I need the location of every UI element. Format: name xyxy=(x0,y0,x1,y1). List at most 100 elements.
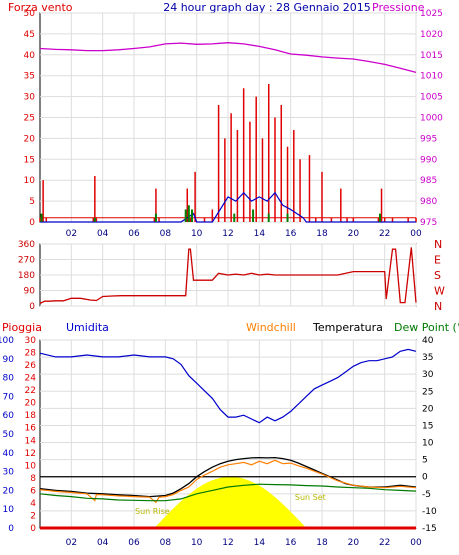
rain-y-tick: 12 xyxy=(25,449,36,459)
wind-x-tick: 18 xyxy=(316,229,328,239)
rain-y-tick: 18 xyxy=(25,411,37,421)
temp-y-tick: 20 xyxy=(422,404,434,414)
wind-y-tick: 35 xyxy=(24,72,35,82)
pressure-y-tick: 1005 xyxy=(420,93,443,103)
wind-x-tick: 14 xyxy=(254,229,266,239)
temp-x-tick: 22 xyxy=(379,538,390,548)
rain-y-tick: 4 xyxy=(30,499,36,509)
sun-rise-label: Sun Rise xyxy=(135,507,170,516)
compass-label: E xyxy=(434,254,441,267)
temp-y-tick: 30 xyxy=(422,370,434,380)
pressure-y-tick: 1020 xyxy=(420,30,443,40)
wind-x-tick: 00 xyxy=(410,229,422,239)
rain-y-tick: 6 xyxy=(30,486,36,496)
compass-label: W xyxy=(434,285,445,298)
rain-y-tick: 0 xyxy=(30,524,36,534)
compass-label: N xyxy=(434,238,442,251)
humidity-y-tick: 100 xyxy=(0,336,14,346)
wind-y-tick: 5 xyxy=(29,197,35,207)
temp-y-tick: 10 xyxy=(422,439,434,449)
wind-y-tick: 0 xyxy=(29,218,35,228)
pressure-label: Pressione xyxy=(372,1,425,14)
direction-y-tick: 180 xyxy=(18,271,35,281)
wind-force-label: Forza vento xyxy=(8,1,73,14)
pressure-y-tick: 1000 xyxy=(420,114,443,124)
direction-y-tick: 270 xyxy=(18,256,35,266)
temp-x-tick: 06 xyxy=(128,538,140,548)
temp-x-tick: 16 xyxy=(285,538,297,548)
temp-x-tick: 08 xyxy=(160,538,172,548)
pressure-y-tick: 980 xyxy=(420,197,437,207)
pressure-y-tick: 1015 xyxy=(420,51,443,61)
rain-label: Pioggia xyxy=(2,321,42,334)
humidity-y-tick: 40 xyxy=(3,449,15,459)
wind-y-tick: 40 xyxy=(24,51,36,61)
rain-y-tick: 16 xyxy=(25,424,37,434)
rain-y-tick: 28 xyxy=(25,349,37,359)
rain-y-tick: 2 xyxy=(30,511,36,521)
temp-x-tick: 18 xyxy=(316,538,328,548)
wind-x-tick: 08 xyxy=(160,229,172,239)
humidity-y-tick: 20 xyxy=(3,486,15,496)
pressure-line xyxy=(39,42,417,74)
humidity-y-tick: 90 xyxy=(3,355,15,365)
pressure-y-tick: 985 xyxy=(420,176,437,186)
humidity-y-tick: 60 xyxy=(3,411,15,421)
humidity-y-tick: 80 xyxy=(3,374,15,384)
humidity-y-tick: 30 xyxy=(3,468,15,478)
humidity-y-tick: 0 xyxy=(8,524,14,534)
direction-y-tick: 90 xyxy=(24,287,36,297)
humidity-y-tick: 10 xyxy=(3,505,15,515)
humidity-label: Umidita xyxy=(66,321,109,334)
rain-y-tick: 24 xyxy=(25,374,37,384)
wind-x-tick: 06 xyxy=(128,229,140,239)
dewpoint-label: Dew Point (°C xyxy=(394,321,459,334)
temp-y-tick: -5 xyxy=(422,490,431,500)
rain-y-tick: 22 xyxy=(25,386,36,396)
rain-y-tick: 14 xyxy=(25,436,37,446)
temp-x-tick: 14 xyxy=(254,538,266,548)
wind-y-tick: 30 xyxy=(24,93,36,103)
humidity-line xyxy=(39,348,417,424)
wind-y-tick: 20 xyxy=(24,134,36,144)
pressure-y-tick: 995 xyxy=(420,134,437,144)
temp-x-tick: 20 xyxy=(348,538,360,548)
pressure-y-tick: 1010 xyxy=(420,72,443,82)
rain-y-tick: 30 xyxy=(25,336,37,346)
wind-x-tick: 22 xyxy=(379,229,390,239)
chart-title: 24 hour graph day : 28 Gennaio 2015 xyxy=(163,1,371,14)
wind-x-tick: 20 xyxy=(348,229,360,239)
wind-x-tick: 16 xyxy=(285,229,297,239)
temp-x-tick: 02 xyxy=(66,538,77,548)
rain-y-tick: 20 xyxy=(25,399,37,409)
direction-line xyxy=(39,247,417,304)
humidity-y-tick: 70 xyxy=(3,392,15,402)
temp-y-tick: 0 xyxy=(422,473,428,483)
wind-y-tick: 10 xyxy=(24,176,36,186)
wind-y-tick: 45 xyxy=(24,30,35,40)
pressure-y-tick: 975 xyxy=(420,218,437,228)
wind-y-tick: 25 xyxy=(24,114,35,124)
wind-x-tick: 02 xyxy=(66,229,77,239)
wind-y-tick: 15 xyxy=(24,155,35,165)
temp-y-tick: 40 xyxy=(422,336,434,346)
direction-y-tick: 360 xyxy=(18,240,35,250)
pressure-y-tick: 990 xyxy=(420,155,437,165)
compass-label: S xyxy=(434,269,441,282)
temp-y-tick: 15 xyxy=(422,421,433,431)
temp-y-tick: -15 xyxy=(422,524,437,534)
compass-label: N xyxy=(434,300,442,313)
direction-y-tick: 0 xyxy=(29,302,35,312)
windchill-label: Windchill xyxy=(246,321,296,334)
sun-curve xyxy=(154,476,307,528)
rain-y-tick: 10 xyxy=(25,461,37,471)
windchill-line xyxy=(39,459,417,504)
temp-y-tick: 5 xyxy=(422,456,428,466)
rain-y-tick: 8 xyxy=(30,474,36,484)
wind-x-tick: 04 xyxy=(97,229,109,239)
temp-y-tick: -10 xyxy=(422,507,437,517)
temp-x-tick: 10 xyxy=(191,538,203,548)
humidity-y-tick: 50 xyxy=(3,430,15,440)
